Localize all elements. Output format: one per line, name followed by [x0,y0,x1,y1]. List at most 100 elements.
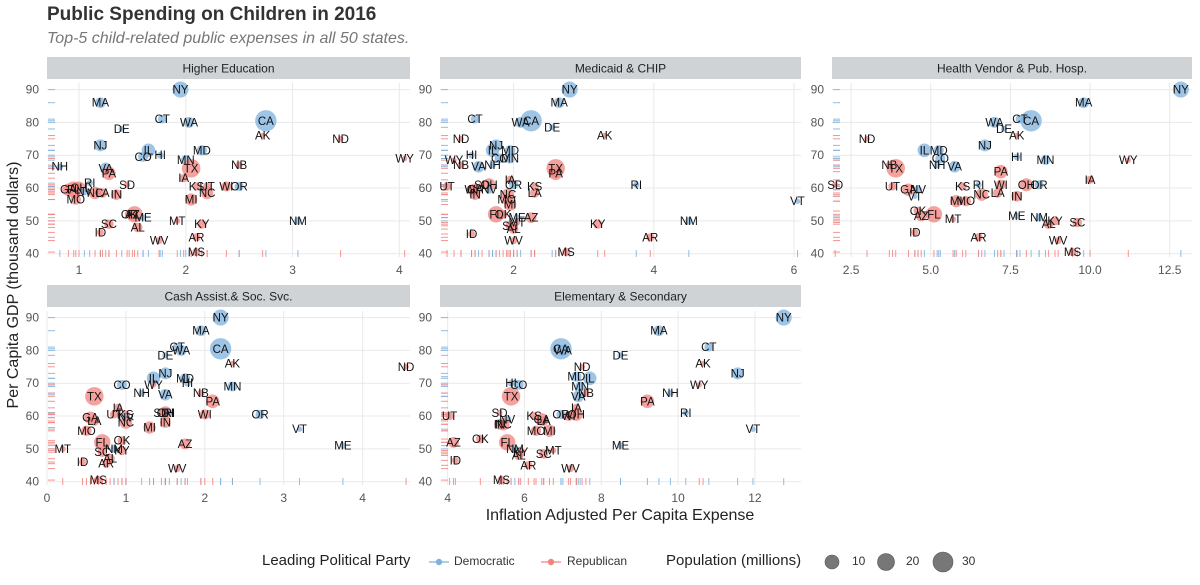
point-ok [498,209,508,219]
x-tick-label: 12 [748,491,762,505]
legend: Leading Political Party Democratic Repub… [0,548,1200,576]
point-ct [704,342,714,352]
point-label-al: AL [507,224,522,236]
panel-strip [440,57,801,79]
point-label-az: AZ [524,213,539,225]
point-label-vt: VT [790,196,805,208]
point-label-nh: NH [133,388,150,400]
point-wv [173,465,181,473]
point-label-nj: NJ [93,140,107,152]
point-label-pa: PA [102,168,117,180]
y-tick-label: 80 [419,343,433,357]
point-label-nv: NV [76,186,92,198]
point-label-ct: CT [467,114,482,126]
x-tick-label: 7.5 [1002,263,1019,277]
y-axis-label: Per Capita GDP (thousand dollars) [5,161,22,409]
y-tick-label: 50 [419,442,433,456]
point-label-wv: WV [1049,236,1068,248]
point-label-in: IN [494,419,506,431]
y-axis-label-container: Per Capita GDP (thousand dollars) [4,135,24,435]
point-label-hi: HI [154,150,166,162]
point-ca [1020,110,1042,132]
point-ok [475,434,485,444]
point-label-ri: RI [164,408,176,420]
y-tick-label: 80 [419,115,433,129]
point-mn [227,381,238,392]
point-oh [158,406,172,420]
point-label-nm: NM [506,444,524,456]
point-label-pa: PA [994,167,1009,179]
point-label-or: OR [251,409,268,421]
point-label-ok: OK [121,209,138,221]
point-nj [159,367,172,380]
point-label-nb: NB [193,388,209,400]
point-sc [104,219,114,229]
point-wy [150,382,157,388]
point-sd [496,409,503,416]
y-tick-label: 70 [419,148,433,162]
point-label-nm: NM [105,444,123,456]
point-la [529,188,540,198]
point-label-de: DE [114,124,130,136]
point-label-ms: MS [188,247,206,259]
point-label-ut: UT [106,409,121,421]
point-de [162,352,169,359]
point-ri [633,181,640,188]
point-label-ky: KY [1047,216,1063,228]
point-co [513,379,524,390]
point-label-ct: CT [155,114,170,126]
point-il [582,371,597,386]
point-ri [86,180,93,187]
point-in [111,189,122,200]
point-nj [94,139,107,152]
legend-size-30-key [932,551,954,573]
point-mo [960,196,971,207]
point-label-ma: MA [192,326,210,338]
point-label-ga: GA [900,185,917,197]
point-fl [487,206,505,223]
point-pa [205,394,220,409]
point-wa [175,344,187,356]
point-label-ct: CT [701,342,716,354]
point-label-ma: MA [1075,98,1093,110]
point-label-id: ID [450,455,462,467]
legend-size-20-key [877,553,895,571]
point-ma [195,325,207,337]
point-mt [950,216,957,223]
point-va [572,390,585,403]
point-label-nd: ND [453,134,470,146]
point-label-oh: OH [1018,180,1035,192]
point-id [468,230,476,238]
point-ky [117,445,127,456]
point-wi [221,181,232,192]
point-label-nb: NB [453,160,469,172]
point-label-wa: WA [172,345,190,357]
point-label-ma: MA [650,326,668,338]
point-mi [184,193,198,206]
point-label-wi: WI [465,185,479,197]
y-tick-label: 50 [419,214,433,228]
point-va [159,388,172,401]
point-label-il: IL [920,145,930,157]
y-tick-label: 40 [811,247,825,261]
point-label-mt: MT [545,446,562,458]
point-label-nm: NM [289,216,307,228]
point-sd [832,181,839,188]
point-label-nc: NC [199,188,216,200]
point-id [451,456,459,464]
y-tick-label: 70 [26,376,40,390]
point-label-mo: MO [527,426,546,438]
point-label-ia: IA [505,175,516,187]
point-label-mn: MN [1037,155,1055,167]
point-sc [538,449,549,459]
point-label-va: VA [158,390,173,402]
point-label-mi: MI [950,196,963,208]
point-label-oh: OH [70,183,87,195]
point-al [508,224,519,234]
point-label-sc: SC [502,221,518,233]
x-tick-label: 8 [598,491,605,505]
point-label-oh: OH [157,408,174,420]
point-la [89,416,100,426]
point-label-sd: SD [153,408,169,420]
point-fl [94,434,111,451]
